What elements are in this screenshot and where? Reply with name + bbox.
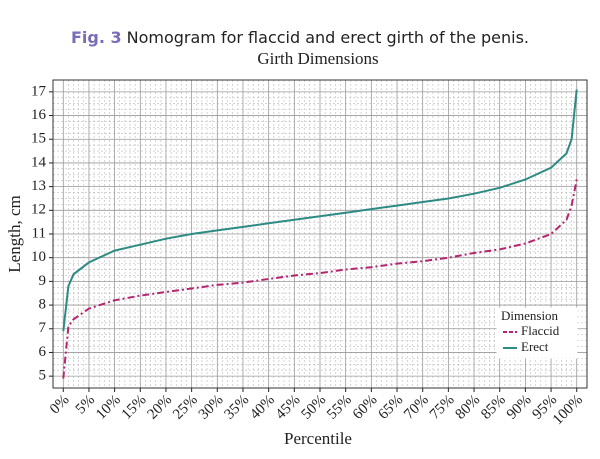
x-tick-label: 0% bbox=[47, 392, 72, 417]
y-tick-label: 13 bbox=[31, 178, 46, 194]
x-tick-label: 75% bbox=[427, 392, 458, 423]
y-tick-label: 5 bbox=[39, 368, 47, 384]
x-tick-label: 90% bbox=[504, 392, 535, 423]
x-tick-label: 50% bbox=[298, 392, 329, 423]
x-tick-label: 35% bbox=[221, 392, 252, 423]
x-tick-label: 60% bbox=[350, 392, 381, 423]
y-tick-label: 15 bbox=[31, 131, 46, 147]
x-tick-label: 30% bbox=[196, 392, 227, 423]
chart-subtitle: Girth Dimensions bbox=[257, 49, 378, 68]
y-tick-label: 9 bbox=[39, 273, 47, 289]
chart-title: Fig. 3 Nomogram for flaccid and erect gir… bbox=[71, 28, 529, 47]
y-tick-label: 14 bbox=[31, 154, 47, 170]
x-tick-label: 20% bbox=[144, 392, 175, 423]
y-tick-label: 8 bbox=[39, 297, 47, 313]
legend-box bbox=[496, 307, 578, 359]
x-axis-label: Percentile bbox=[284, 429, 352, 448]
x-tick-label: 25% bbox=[170, 392, 201, 423]
data-line bbox=[62, 179, 578, 379]
y-tick-label: 12 bbox=[31, 202, 46, 218]
data-line bbox=[62, 89, 578, 332]
x-tick-label: 85% bbox=[478, 392, 509, 423]
x-tick-label: 55% bbox=[324, 392, 355, 423]
x-tick-label: 70% bbox=[401, 392, 432, 423]
y-tick-label: 6 bbox=[39, 344, 47, 360]
figure-label: Fig. 3 bbox=[71, 28, 122, 47]
y-tick-label: 7 bbox=[39, 320, 47, 336]
x-tick-label: 15% bbox=[119, 392, 150, 423]
y-axis-label: Length, cm bbox=[5, 195, 24, 272]
x-tick-label: 40% bbox=[247, 392, 278, 423]
x-tick-label: 65% bbox=[376, 392, 407, 423]
y-tick-label: 16 bbox=[31, 107, 47, 123]
y-tick-label: 17 bbox=[31, 83, 47, 99]
x-tick-label: 45% bbox=[273, 392, 304, 423]
plot-border bbox=[52, 79, 588, 389]
y-tick-label: 11 bbox=[32, 225, 46, 241]
x-tick-label: 10% bbox=[93, 392, 124, 423]
legend-label: Erect bbox=[521, 339, 549, 354]
title-text: Nomogram for flaccid and erect girth of … bbox=[127, 28, 529, 47]
legend-label: Flaccid bbox=[521, 323, 560, 338]
legend-title: Dimension bbox=[501, 308, 559, 323]
x-tick-label: 80% bbox=[453, 392, 484, 423]
x-tick-label: 100% bbox=[550, 392, 586, 428]
y-tick-label: 10 bbox=[31, 249, 46, 265]
